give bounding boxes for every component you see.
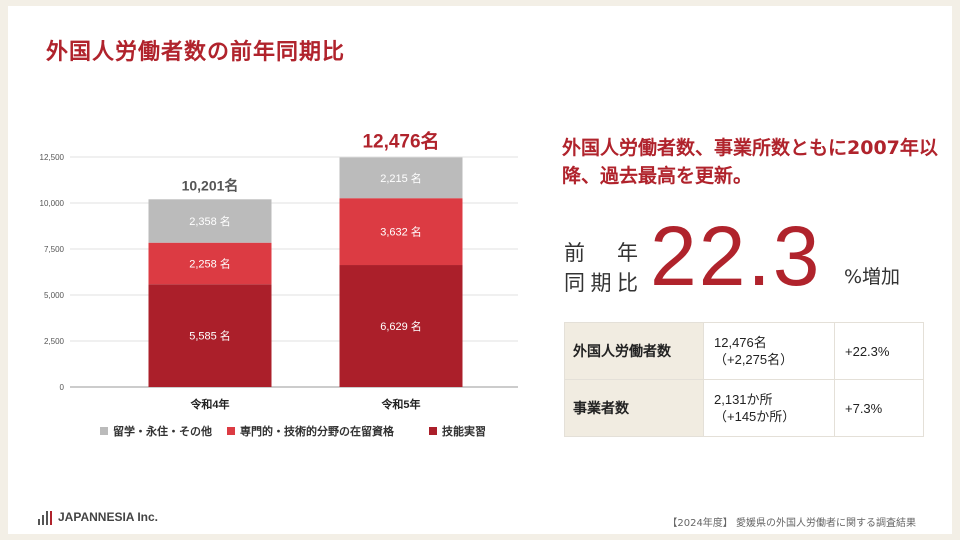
logo-mark-icon [38, 510, 54, 525]
y-tick-label: 7,500 [44, 245, 65, 254]
y-tick-label: 2,500 [44, 337, 65, 346]
headline: 外国人労働者数、事業所数ともに2007年以降、過去最高を更新。 [562, 137, 938, 187]
logo-text: JAPANNESIA Inc. [58, 510, 159, 524]
data-label: 6,629 名 [380, 319, 422, 333]
footer-note: 【2024年度】 愛媛県の外国人労働者に関する調査結果 [667, 518, 916, 529]
legend-swatch [100, 427, 108, 435]
data-label: 3,632 名 [380, 225, 422, 239]
yoy-label: 前 年 同期比 [564, 241, 638, 295]
bar-segment [339, 198, 463, 266]
slide: 外国人労働者数の前年同期比 0 2,500 5,000 7,500 10,000 12,5… [8, 6, 952, 534]
legend-swatch [227, 427, 235, 435]
stat-value-diff: （+145か所） [714, 409, 796, 424]
legend-label: 専門的・技術的分野の在留資格 [240, 424, 395, 438]
y-tick-label: 0 [60, 383, 65, 392]
table-row: 外国人労働者数 12,476名 （+2,275名） +22.3% [564, 322, 924, 380]
legend-label: 留学・永住・その他 [113, 424, 212, 438]
stat-value-main: 2,131か所 [714, 392, 773, 407]
stat-value-main: 12,476名 [714, 335, 767, 350]
table-row: 事業者数 2,131か所 （+145か所） +7.3% [564, 379, 924, 437]
data-label: 2,215 名 [380, 171, 422, 185]
y-tick-label: 12,500 [40, 153, 65, 162]
stat-value: 12,476名 （+2,275名） [703, 322, 835, 380]
bar-segment [339, 265, 463, 387]
x-tick-label: 令和4年 [189, 397, 229, 411]
x-tick-label: 令和5年 [380, 397, 420, 411]
stats-table: 外国人労働者数 12,476名 （+2,275名） +22.3% 事業者数 2,… [564, 322, 924, 437]
total-label: 10,201名 [182, 177, 239, 193]
stat-change: +7.3% [834, 379, 924, 437]
page-title: 外国人労働者数の前年同期比 [46, 40, 346, 65]
yoy-value: 22.3 [650, 209, 822, 303]
data-label: 5,585 名 [189, 329, 231, 343]
y-tick-label: 10,000 [40, 199, 65, 208]
stacked-bar-chart: 0 2,500 5,000 7,500 10,000 12,500 5,585 名 2,258… [40, 129, 518, 438]
bar-segment [148, 199, 272, 243]
legend-label: 技能実習 [442, 424, 486, 438]
y-tick-label: 5,000 [44, 291, 65, 300]
bar-segment [339, 157, 463, 199]
stat-name: 事業者数 [564, 379, 704, 437]
data-label: 2,258 名 [189, 256, 231, 270]
bar-segment [148, 284, 272, 387]
data-label: 2,358 名 [189, 214, 231, 228]
stat-value-diff: （+2,275名） [714, 352, 794, 367]
stat-change: +22.3% [834, 322, 924, 380]
company-logo: JAPANNESIA Inc. [38, 510, 158, 525]
bar-segment [148, 242, 272, 285]
total-label: 12,476名 [362, 129, 439, 152]
yoy-suffix: %増加 [844, 266, 901, 288]
stat-value: 2,131か所 （+145か所） [703, 379, 835, 437]
legend-swatch [429, 427, 437, 435]
stat-name: 外国人労働者数 [564, 322, 704, 380]
